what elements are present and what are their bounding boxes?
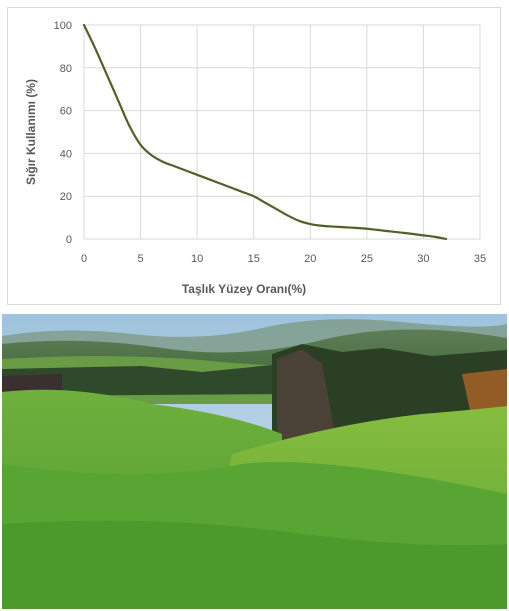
- landscape-photo: [2, 314, 507, 609]
- y-tick-labels: 0 20 40 60 80 100: [54, 20, 72, 246]
- y-tick-label: 20: [60, 191, 72, 203]
- autumn-trees: [462, 369, 507, 419]
- series-line-0: [82, 23, 448, 241]
- tree-line-left: [2, 364, 292, 396]
- x-tick-label: 35: [474, 253, 486, 265]
- bare-trees: [277, 349, 337, 452]
- chart-container: 0 20 40 60 80 100 0 5 10 15 20 25 30 35 Taşlık Yüzey…: [7, 7, 501, 305]
- x-tick-labels: 0 5 10 15 20 25 30 35: [81, 253, 486, 265]
- landscape-illustration: [2, 314, 507, 609]
- x-tick-label: 30: [417, 253, 429, 265]
- y-tick-label: 60: [60, 106, 72, 118]
- y-tick-label: 0: [66, 234, 72, 246]
- x-tick-label: 0: [81, 253, 87, 265]
- x-tick-label: 5: [138, 253, 144, 265]
- y-tick-label: 100: [54, 20, 72, 32]
- x-axis-title: Taşlık Yüzey Oranı(%): [182, 282, 306, 296]
- y-tick-label: 80: [60, 63, 72, 75]
- x-tick-label: 20: [304, 253, 316, 265]
- x-tick-label: 15: [248, 253, 260, 265]
- foreground-grass-lower: [2, 520, 507, 609]
- grid: [83, 24, 481, 240]
- series: [82, 23, 448, 241]
- x-tick-label: 25: [361, 253, 373, 265]
- y-axis-title: Sığır Kullanımı (%): [24, 79, 38, 185]
- y-tick-label: 40: [60, 148, 72, 160]
- line-chart: 0 20 40 60 80 100 0 5 10 15 20 25 30 35 Taşlık Yüzey…: [24, 20, 486, 296]
- x-tick-label: 10: [191, 253, 203, 265]
